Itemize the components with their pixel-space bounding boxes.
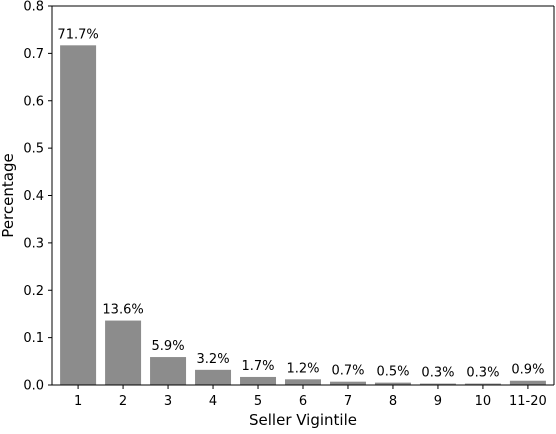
data-label-11-20: 0.9% <box>511 363 544 378</box>
data-label-8: 0.5% <box>376 365 409 380</box>
y-axis-title: Percentage <box>0 153 17 237</box>
y-tick-label: 0.5 <box>23 142 44 157</box>
y-tick-label: 0.4 <box>23 189 44 204</box>
bar-4 <box>195 369 232 385</box>
bar-6 <box>285 379 321 385</box>
x-tick-label: 10 <box>475 394 492 409</box>
data-label-4: 3.2% <box>197 352 230 367</box>
data-label-7: 0.7% <box>331 364 364 379</box>
x-tick-label: 1 <box>74 394 82 409</box>
data-label-6: 1.2% <box>286 361 319 376</box>
data-label-5: 1.7% <box>242 359 275 374</box>
bar-8 <box>374 382 411 385</box>
x-tick-label: 3 <box>164 394 172 409</box>
data-label-1: 71.7% <box>57 27 98 42</box>
bar-3 <box>150 357 187 385</box>
bar-7 <box>329 381 366 385</box>
data-label-9: 0.3% <box>421 366 454 381</box>
y-tick-label: 0.8 <box>23 0 44 15</box>
y-tick-label: 0.2 <box>23 284 44 299</box>
bar-2 <box>105 320 142 385</box>
data-label-10: 0.3% <box>466 366 499 381</box>
x-tick-label: 2 <box>119 394 127 409</box>
axes-layer: 0.0 0.1 0.2 0.3 0.4 0.5 0.6 0.7 0.8 1 2 3 4 5 6 7 8 9 10 11… <box>23 0 555 409</box>
x-tick-label: 5 <box>254 394 262 409</box>
y-tick-label: 0.3 <box>23 236 44 251</box>
x-tick-label: 8 <box>389 394 397 409</box>
bar-10 <box>464 383 501 385</box>
data-label-3: 5.9% <box>152 339 185 354</box>
y-tick-label: 0.1 <box>23 331 44 346</box>
bar-9 <box>419 383 456 385</box>
data-label-2: 13.6% <box>102 303 143 318</box>
y-tick-label: 0.0 <box>23 379 44 394</box>
bar-1 <box>60 45 97 385</box>
x-tick-label: 9 <box>434 394 442 409</box>
y-tick-label: 0.7 <box>23 47 44 62</box>
data-labels-layer: 71.7% 13.6% 5.9% 3.2% 1.7% 1.2% 0.7% 0.5% 0.3% 0.… <box>57 27 544 380</box>
bar-5 <box>240 376 277 385</box>
bars-layer <box>60 45 546 385</box>
x-tick-label: 4 <box>209 394 217 409</box>
y-tick-label: 0.6 <box>23 94 44 109</box>
x-axis-title: Seller Vigintile <box>249 411 357 429</box>
bar-11-20 <box>509 380 546 385</box>
x-tick-label: 11-20 <box>509 394 547 409</box>
x-tick-label: 6 <box>299 394 307 409</box>
x-tick-label: 7 <box>344 394 352 409</box>
